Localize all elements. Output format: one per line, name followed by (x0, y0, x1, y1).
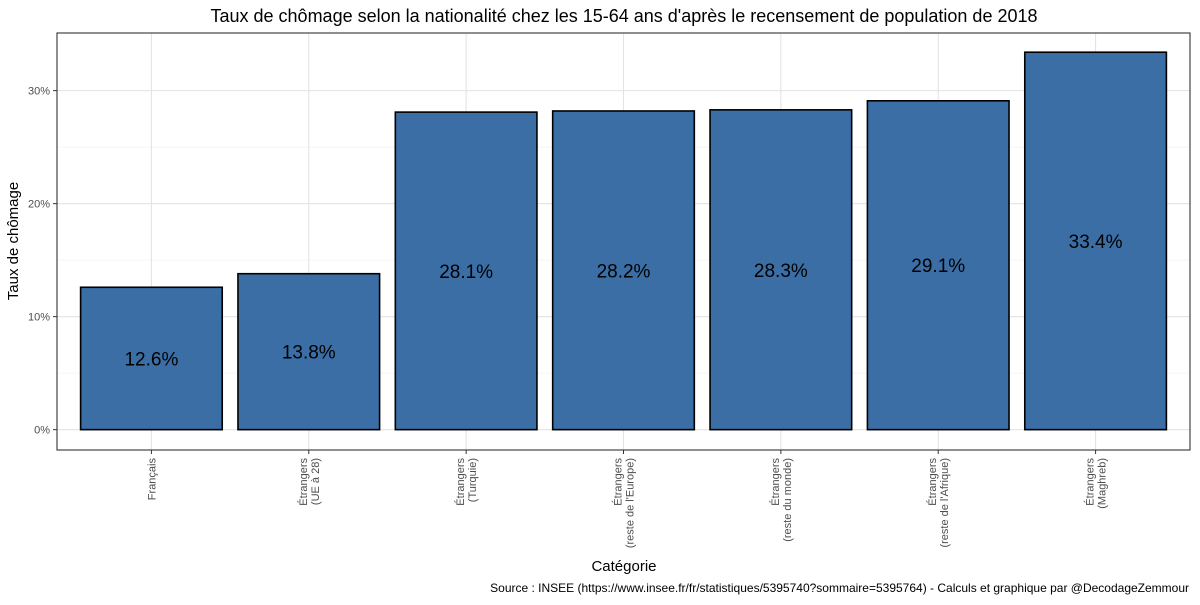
bar-value-label: 28.3% (754, 261, 808, 282)
y-axis: 0% 10% 20% 30% (28, 86, 57, 437)
bar-value-label: 13.8% (282, 343, 336, 364)
bar (551, 110, 696, 431)
bar-value-label: 33.4% (1069, 232, 1123, 253)
y-tick-label: 0% (34, 425, 50, 437)
bar-value-label: 29.1% (911, 256, 965, 277)
y-tick-label: 20% (28, 199, 50, 211)
bar-value-label: 28.2% (597, 261, 651, 282)
bars (79, 51, 1168, 431)
chart-title: Taux de chômage selon la nationalité che… (211, 6, 1038, 26)
bar (1023, 51, 1168, 431)
y-tick-label: 10% (28, 312, 50, 324)
x-tick-label: Français (146, 458, 158, 501)
y-axis-title: Taux de chômage (5, 182, 22, 300)
x-tick-label: Étrangers(reste de l'Afrique) (926, 458, 951, 548)
bar-value-label: 28.1% (439, 262, 493, 283)
panel-border (56, 32, 1191, 451)
bar (394, 111, 538, 431)
bar (866, 100, 1010, 431)
x-axis-title: Catégorie (591, 558, 656, 575)
bar-value-label: 12.6% (124, 349, 178, 370)
x-tick-label: Étrangers(reste de l'Europe) (612, 458, 637, 549)
bar (709, 109, 853, 431)
bar-value-labels: 12.6% 13.8% 28.1% 28.2% 28.3% 29.1% 33.4% (124, 232, 1122, 371)
x-tick-label: Étrangers(Turquie) (454, 458, 479, 506)
bar (79, 286, 224, 431)
y-tick-label: 30% (28, 86, 50, 98)
bar (237, 272, 381, 431)
x-tick-label: Étrangers(reste du monde) (769, 458, 794, 542)
x-tick-label: Étrangers(UE à 28) (297, 458, 322, 506)
x-axis: Français Étrangers(UE à 28) Étrangers(Turq… (56, 32, 1191, 549)
source-caption: Source : INSEE (https://www.insee.fr/fr/… (490, 581, 1189, 595)
x-tick-label: Étrangers(Maghreb) (1084, 458, 1109, 509)
